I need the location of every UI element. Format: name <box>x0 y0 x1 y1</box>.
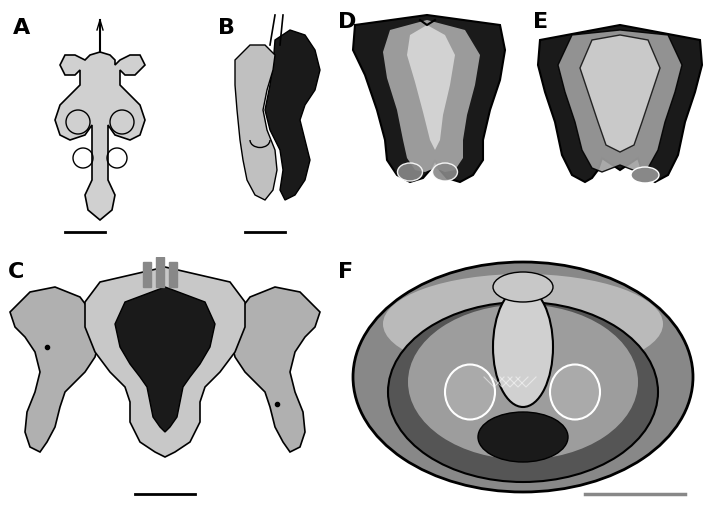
Ellipse shape <box>550 365 600 419</box>
PathPatch shape <box>230 287 320 452</box>
Ellipse shape <box>383 274 663 374</box>
PathPatch shape <box>85 267 245 457</box>
Bar <box>143 262 151 287</box>
PathPatch shape <box>383 20 480 172</box>
PathPatch shape <box>580 35 660 152</box>
Ellipse shape <box>445 365 495 419</box>
Text: D: D <box>338 12 356 32</box>
PathPatch shape <box>235 45 277 200</box>
Text: A: A <box>13 18 30 38</box>
PathPatch shape <box>407 25 455 150</box>
Text: C: C <box>8 262 24 282</box>
Ellipse shape <box>631 167 659 183</box>
PathPatch shape <box>353 15 505 182</box>
Ellipse shape <box>408 305 638 459</box>
Text: B: B <box>218 18 235 38</box>
Ellipse shape <box>353 262 693 492</box>
Bar <box>169 262 177 287</box>
Text: F: F <box>338 262 353 282</box>
PathPatch shape <box>115 287 215 432</box>
Ellipse shape <box>478 412 568 462</box>
PathPatch shape <box>10 287 100 452</box>
Bar <box>156 257 164 287</box>
Text: E: E <box>533 12 548 32</box>
Ellipse shape <box>493 272 553 302</box>
Ellipse shape <box>432 163 457 181</box>
PathPatch shape <box>558 30 682 172</box>
PathPatch shape <box>55 52 145 220</box>
Ellipse shape <box>493 287 553 407</box>
PathPatch shape <box>538 25 702 182</box>
Ellipse shape <box>397 163 422 181</box>
PathPatch shape <box>265 30 320 200</box>
Ellipse shape <box>388 302 658 482</box>
